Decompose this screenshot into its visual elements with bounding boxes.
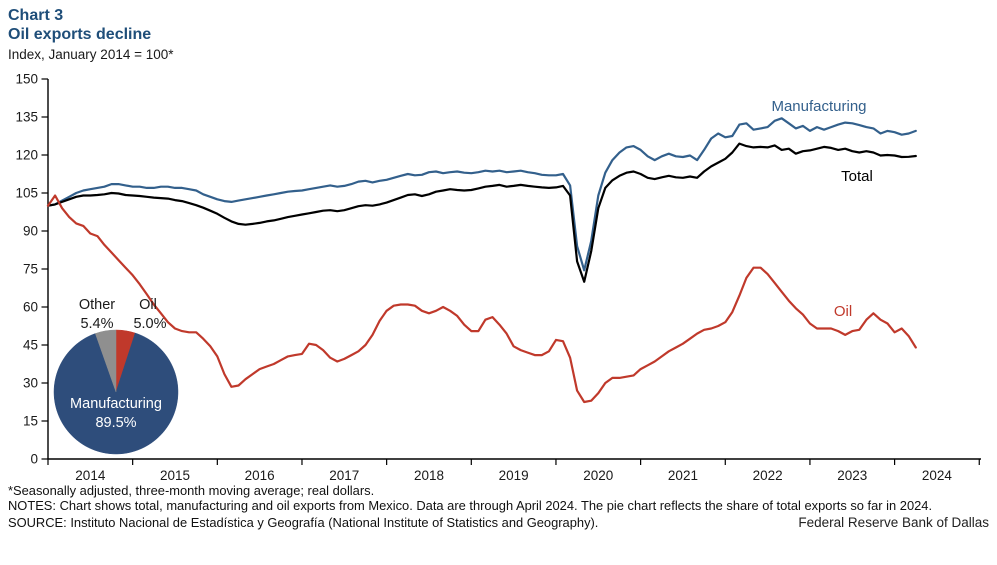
x-tick-label: 2022 (753, 468, 783, 483)
pie-slice-manufacturing (53, 332, 179, 455)
series-label-manufacturing: Manufacturing (771, 98, 866, 115)
y-tick-label: 60 (23, 300, 38, 315)
line-manufacturing (46, 117, 917, 272)
series-label-oil: Oil (834, 303, 852, 320)
attribution: Federal Reserve Bank of Dallas (798, 515, 989, 531)
y-tick-label: 0 (30, 452, 38, 467)
line-oil (46, 194, 917, 404)
y-tick-label: 105 (15, 186, 38, 201)
x-tick-label: 2017 (329, 468, 359, 483)
chart-title: Oil exports decline (8, 26, 152, 43)
y-tick-label: 150 (15, 72, 38, 87)
footnote: *Seasonally adjusted, three-month moving… (8, 483, 375, 498)
x-tick-label: 2021 (668, 468, 698, 483)
pie-slice-other (95, 329, 117, 393)
pie-label-mfg-pct: 89.5% (95, 415, 136, 431)
y-tick-label: 30 (23, 376, 38, 391)
pie-label-oil-pct: 5.0% (133, 316, 166, 332)
series-label-total: Total (841, 168, 873, 185)
y-tick-label: 75 (23, 262, 38, 277)
chart-number: Chart 3 (8, 7, 64, 24)
x-tick-label: 2024 (922, 468, 953, 483)
pie-label-other-pct: 5.4% (80, 316, 113, 332)
chart-subtitle: Index, January 2014 = 100* (8, 47, 174, 62)
y-tick-label: 15 (23, 414, 38, 429)
x-tick-label: 2015 (160, 468, 190, 483)
x-tick-label: 2019 (499, 468, 529, 483)
x-tick-label: 2018 (414, 468, 444, 483)
pie-chart: Other 5.4% Oil 5.0% Manufacturing 89.5% (53, 297, 179, 455)
x-tick-label: 2014 (75, 468, 106, 483)
chart-footer: *Seasonally adjusted, three-month moving… (8, 483, 991, 531)
y-tick-label: 135 (15, 110, 38, 125)
x-tick-label: 2016 (245, 468, 275, 483)
notes: NOTES: Chart shows total, manufacturing … (8, 498, 933, 514)
source-row: SOURCE: Instituto Nacional de Estadístic… (8, 515, 991, 530)
pie-label-oil-name: Oil (139, 297, 157, 313)
source: SOURCE: Instituto Nacional de Estadístic… (8, 515, 599, 531)
x-tick-label: 2020 (583, 468, 613, 483)
line-total (46, 142, 917, 283)
y-tick-label: 120 (15, 148, 38, 163)
chart-header: Chart 3 Oil exports decline Index, Janua… (8, 6, 174, 62)
pie-label-other-name: Other (79, 297, 115, 313)
y-tick-label: 45 (23, 338, 38, 353)
y-tick-label: 90 (23, 224, 38, 239)
pie-label-mfg-name: Manufacturing (70, 396, 162, 412)
x-tick-label: 2023 (837, 468, 867, 483)
